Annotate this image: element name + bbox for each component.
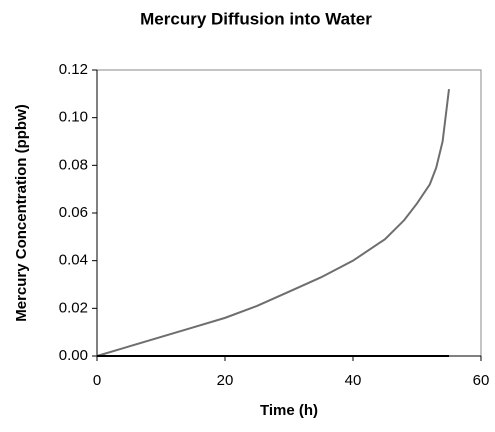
x-tick-label: 40 bbox=[345, 372, 362, 389]
x-tick-label: 60 bbox=[473, 372, 490, 389]
plot-frame bbox=[96, 69, 482, 357]
y-tick-label: 0.04 bbox=[59, 252, 88, 269]
y-tick-label: 0.00 bbox=[59, 347, 88, 364]
y-tick-label: 0.02 bbox=[59, 299, 88, 316]
chart-title: Mercury Diffusion into Water bbox=[140, 9, 372, 28]
y-tick-label: 0.06 bbox=[59, 204, 88, 221]
x-tick-label: 20 bbox=[217, 372, 234, 389]
y-tick-label: 0.08 bbox=[59, 156, 88, 173]
y-axis-label: Mercury Concentration (ppbw) bbox=[13, 104, 30, 322]
y-tick-label: 0.12 bbox=[59, 61, 88, 78]
data-line bbox=[96, 88, 450, 357]
x-tick-label: 0 bbox=[93, 372, 101, 389]
y-tick-label: 0.10 bbox=[59, 109, 88, 126]
x-axis-label: Time (h) bbox=[260, 402, 318, 419]
